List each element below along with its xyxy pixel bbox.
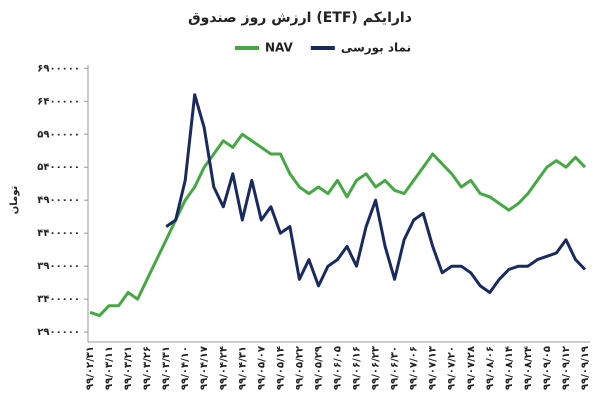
series-line [165,93,587,294]
x-tick-label: ۹۹/۰۸/۱۴ [504,346,515,390]
y-tick-label: ۳۴۰۰۰۰۰ [37,294,80,305]
x-tick-label: ۹۹/۰۵/۲۹ [313,346,324,390]
legend-label: NAV [265,41,294,55]
x-tick-label: ۹۹/۰۶/۰۵ [333,346,344,390]
x-tick-label: ۹۹/۰۷/۰۶ [409,346,420,390]
x-tick-label: ۹۹/۰۷/۱۳ [428,346,439,390]
chart-title: ارزش روز صندوق (ETF) دارایکم [188,10,412,26]
legend-label: نماد بورسی [341,41,411,56]
x-tick-label: ۹۹/۰۳/۱۱ [104,346,115,390]
y-axis-label: تومان [9,186,20,215]
x-tick-label: ۹۹/۰۴/۲۴ [218,346,229,390]
x-tick-label: ۹۹/۰۲/۳۱ [85,346,96,390]
x-tick-label: ۹۹/۰۹/۱۹ [580,346,591,390]
x-tick-label: ۹۹/۰۷/۲۰ [447,346,458,390]
x-tick-label: ۹۹/۰۵/۰۷ [256,346,267,390]
x-tick-label: ۹۹/۰۸/۲۴ [523,346,534,390]
y-tick-label: ۵۹۰۰۰۰۰ [37,129,80,140]
x-tick-label: ۹۹/۰۸/۰۶ [485,346,496,390]
x-tick-label: ۹۹/۰۶/۱۶ [352,346,363,390]
x-tick-label: ۹۹/۰۹/۰۵ [542,346,553,390]
x-tick-label: ۹۹/۰۳/۲۱ [123,346,134,390]
y-tick-label: ۲۹۰۰۰۰۰ [37,327,80,338]
y-tick-label: ۶۴۰۰۰۰۰ [37,96,80,107]
x-tick-label: ۹۹/۰۳/۲۶ [142,346,153,390]
x-tick-label: ۹۹/۰۶/۳۰ [390,346,401,390]
y-tick-label: ۶۹۰۰۰۰۰ [37,63,80,74]
y-tick-label: ۵۴۰۰۰۰۰ [37,162,80,173]
series-line [89,132,587,318]
x-tick-label: ۹۹/۰۶/۲۳ [371,346,382,390]
x-tick-label: ۹۹/۰۹/۱۲ [561,346,572,390]
x-tick-label: ۹۹/۰۷/۲۸ [466,346,477,390]
x-tick-label: ۹۹/۰۵/۲۲ [294,346,305,390]
x-tick-label: ۹۹/۰۴/۱۷ [199,346,210,390]
x-tick-label: ۹۹/۰۵/۱۴ [275,346,286,390]
x-tick-label: ۹۹/۰۴/۳۱ [237,346,248,390]
y-tick-label: ۴۹۰۰۰۰۰ [37,195,80,206]
x-tick-label: ۹۹/۰۴/۱۰ [180,346,191,390]
y-tick-label: ۳۹۰۰۰۰۰ [37,261,80,272]
x-tick-label: ۹۹/۰۳/۳۱ [161,346,172,390]
y-tick-label: ۴۴۰۰۰۰۰ [37,228,80,239]
